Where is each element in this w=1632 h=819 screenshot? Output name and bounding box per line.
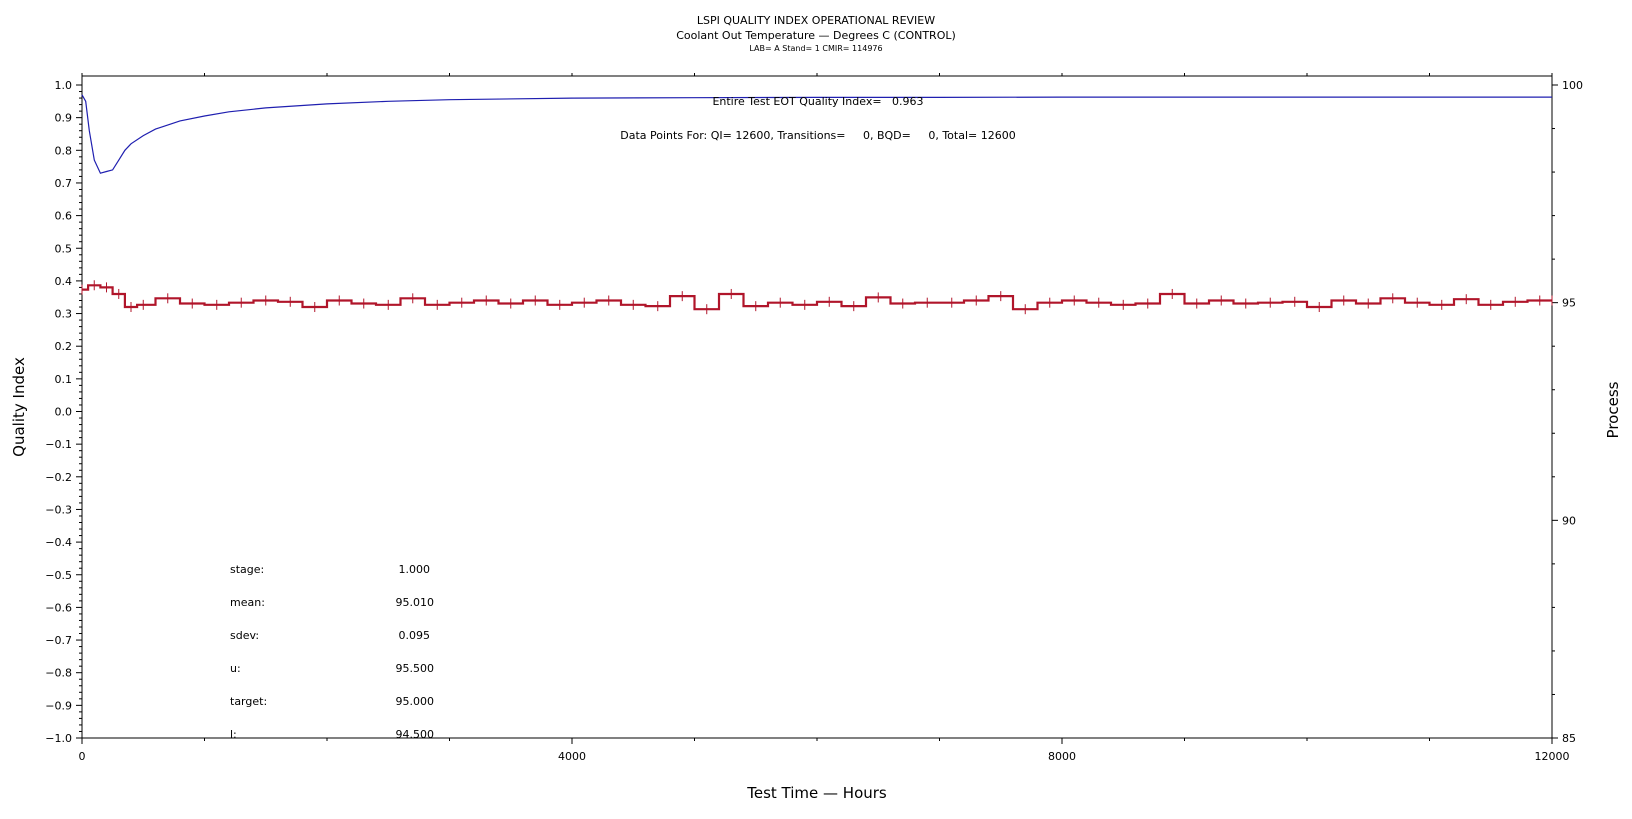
- chart-info-line: LAB= A Stand= 1 CMIR= 114976: [749, 44, 883, 53]
- y-tick-label: −0.7: [45, 634, 72, 647]
- stat-value: 94.500: [396, 728, 435, 741]
- y-tick-label: 0.7: [55, 177, 73, 190]
- series-layer: [81, 94, 1553, 315]
- y-tick-label: −1.0: [45, 732, 72, 745]
- y2-tick-label: 85: [1562, 732, 1576, 745]
- y-tick-label: 0.2: [55, 340, 73, 353]
- y-tick-label: −0.6: [45, 601, 72, 614]
- process-line: [82, 284, 1552, 311]
- bottom-axis: 0 4000 8000 12000: [79, 73, 1570, 763]
- quality-index-annotation: Entire Test EOT Quality Index= 0.963: [712, 95, 923, 108]
- y-tick-label: 0.1: [55, 373, 73, 386]
- y-tick-label: 0.6: [55, 210, 73, 223]
- y-tick-label: 1.0: [55, 79, 73, 92]
- y2-axis-title: Process: [1604, 381, 1622, 438]
- y-tick-label: 0.8: [55, 144, 73, 157]
- plot-frame: [81, 75, 1553, 739]
- stat-label: stage:: [230, 563, 264, 576]
- stat-label: u:: [230, 662, 241, 675]
- y-tick-label: 0.3: [55, 308, 73, 321]
- x-tick-label: 4000: [558, 750, 586, 763]
- y2-tick-label: 100: [1562, 79, 1583, 92]
- data-points-annotation: Data Points For: QI= 12600, Transitions=…: [620, 129, 1015, 142]
- y-tick-label: −0.4: [45, 536, 72, 549]
- y-tick-label: −0.1: [45, 438, 72, 451]
- quality-index-line: [81, 94, 1552, 174]
- x-tick-label: 12000: [1535, 750, 1570, 763]
- chart-title: LSPI QUALITY INDEX OPERATIONAL REVIEW: [696, 14, 936, 27]
- y-tick-label: 0.0: [55, 406, 73, 419]
- stat-value: 1.000: [399, 563, 431, 576]
- stat-label: target:: [230, 695, 267, 708]
- y-axis-title: Quality Index: [10, 357, 28, 457]
- stat-label: mean:: [230, 596, 265, 609]
- y-tick-label: −0.8: [45, 667, 72, 680]
- y2-tick-label: 90: [1562, 514, 1576, 527]
- stat-value: 95.000: [396, 695, 435, 708]
- y2-tick-label: 95: [1562, 297, 1576, 310]
- y-tick-label: −0.9: [45, 699, 72, 712]
- stat-value: 95.500: [396, 662, 435, 675]
- stat-label: sdev:: [230, 629, 259, 642]
- y-tick-label: −0.5: [45, 569, 72, 582]
- right-axis: 100 95 90 85: [1552, 79, 1583, 745]
- x-tick-label: 8000: [1048, 750, 1076, 763]
- stat-value: 0.095: [399, 629, 431, 642]
- y-tick-label: 0.4: [55, 275, 73, 288]
- y-tick-label: 0.5: [55, 242, 73, 255]
- y-tick-label: −0.3: [45, 503, 72, 516]
- x-tick-label: 0: [79, 750, 86, 763]
- stat-value: 95.010: [396, 596, 435, 609]
- y-tick-label: 0.9: [55, 112, 73, 125]
- stat-label: l:: [230, 728, 237, 741]
- y-tick-label: −0.2: [45, 471, 72, 484]
- left-axis: 1.0 0.9 0.8 0.7 0.6 0.5 0.4 0.3 0.2 0.1 0.0 −0.1 −0.…: [45, 79, 82, 745]
- x-axis-title: Test Time — Hours: [746, 784, 887, 802]
- chart-subtitle: Coolant Out Temperature — Degrees C (CON…: [676, 29, 956, 42]
- stats-block: stage: 1.000 mean: 95.010 sdev: 0.095 u:…: [230, 563, 434, 741]
